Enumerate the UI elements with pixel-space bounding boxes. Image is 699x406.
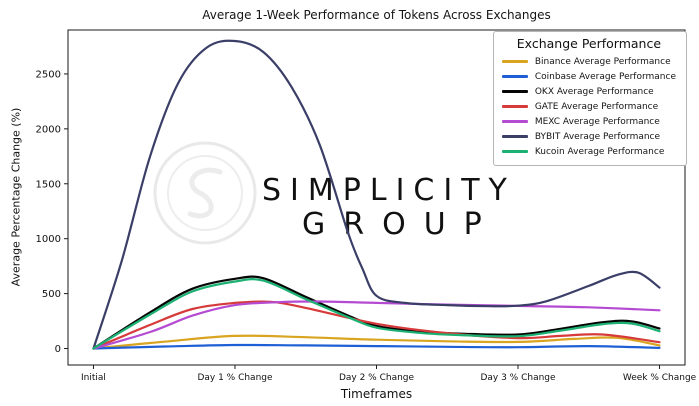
legend-swatch-kucoin [501, 150, 528, 153]
watermark-logo-ring [153, 141, 257, 245]
legend-item-mexc: MEXC Average Performance [501, 114, 676, 129]
legend-label-gate: GATE Average Performance [534, 101, 659, 112]
legend-swatch-gate [501, 105, 528, 108]
legend-label-bybit: BYBIT Average Performance [534, 131, 661, 142]
watermark: SIMPLICITY GROUP [153, 141, 516, 245]
legend: Exchange Performance Binance Average Per… [492, 31, 687, 166]
legend-item-okx: OKX Average Performance [501, 84, 676, 99]
x-tick-label: Day 3 % Change [480, 373, 556, 383]
legend-label-coinbase: Coinbase Average Performance [534, 71, 676, 82]
series-lines [92, 39, 661, 350]
chart-title: Average 1-Week Performance of Tokens Acr… [202, 8, 551, 22]
legend-swatch-coinbase [501, 75, 528, 78]
y-tick-label: 1000 [36, 234, 61, 245]
legend-label-okx: OKX Average Performance [534, 86, 654, 97]
x-tick-label: Day 1 % Change [197, 373, 273, 383]
watermark-text-line1: SIMPLICITY [262, 173, 516, 208]
axes: 0 500 1000 1500 2000 2500 Initial Day 1 % Chang… [36, 29, 697, 383]
x-tick-label: Day 2 % Change [339, 373, 415, 383]
series-line-mexc [92, 300, 661, 350]
series-line-binance [92, 334, 661, 350]
x-tick-label: Week % Change [623, 373, 697, 383]
x-tick-label: Initial [81, 373, 106, 383]
watermark-logo-inner-ring [167, 155, 243, 231]
legend-label-binance: Binance Average Performance [534, 56, 671, 67]
legend-swatch-okx [501, 90, 528, 93]
legend-item-bybit: BYBIT Average Performance [501, 129, 676, 144]
legend-swatch-bybit [501, 135, 528, 138]
watermark-logo-swirl [187, 167, 223, 219]
series-line-bybit [92, 39, 661, 350]
series-line-kucoin [92, 278, 661, 350]
legend-item-coinbase: Coinbase Average Performance [501, 69, 676, 84]
y-tick-label: 500 [42, 289, 61, 300]
legend-item-binance: Binance Average Performance [501, 54, 676, 69]
series-line-coinbase [92, 343, 661, 350]
y-tick-label: 0 [55, 344, 61, 355]
legend-label-mexc: MEXC Average Performance [534, 116, 660, 127]
x-axis-label: Timeframes [340, 387, 413, 401]
series-line-okx [92, 275, 661, 350]
y-tick-label: 2000 [36, 124, 61, 135]
legend-items: Binance Average Performance Coinbase Aver… [501, 54, 676, 159]
legend-item-gate: GATE Average Performance [501, 99, 676, 114]
legend-title: Exchange Performance [516, 36, 662, 51]
legend-item-kucoin: Kucoin Average Performance [501, 144, 676, 159]
y-axis-label: Average Percentage Change (%) [9, 107, 23, 287]
y-tick-label: 2500 [36, 69, 61, 80]
y-tick-label: 1500 [36, 179, 61, 190]
watermark-text-line2: GROUP [302, 207, 500, 242]
legend-swatch-binance [501, 60, 528, 63]
legend-swatch-mexc [501, 120, 528, 123]
legend-label-kucoin: Kucoin Average Performance [534, 146, 665, 157]
